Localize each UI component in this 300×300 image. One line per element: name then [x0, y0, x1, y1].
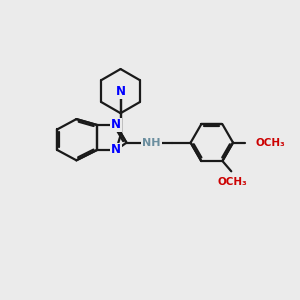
Text: N: N: [111, 118, 121, 131]
Text: N: N: [116, 85, 126, 98]
Text: OCH₃: OCH₃: [218, 177, 247, 187]
Text: OCH₃: OCH₃: [256, 138, 286, 148]
Text: N: N: [111, 143, 121, 157]
Text: NH: NH: [142, 138, 161, 148]
